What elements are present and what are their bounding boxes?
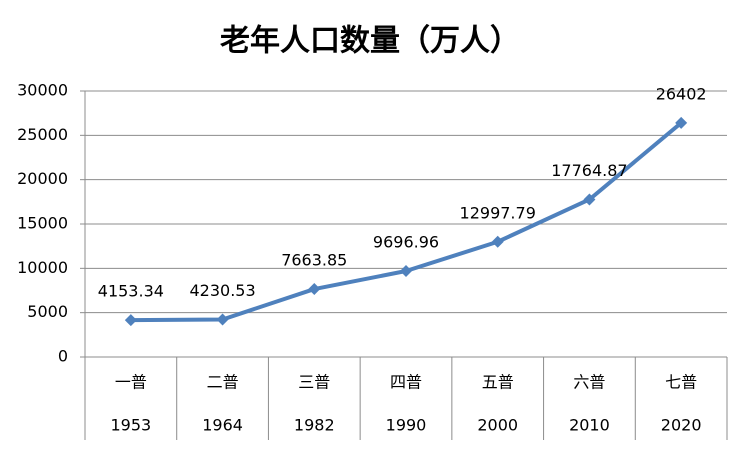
data-point bbox=[675, 116, 688, 129]
y-tick-label: 5000 bbox=[27, 302, 68, 321]
x-tick-label: 七普 bbox=[665, 373, 697, 392]
data-label: 4153.34 bbox=[98, 282, 164, 301]
y-tick-label: 20000 bbox=[17, 169, 68, 188]
x-tick-sublabel: 1953 bbox=[110, 416, 151, 435]
x-tick-sublabel: 1990 bbox=[386, 416, 427, 435]
data-label: 4230.53 bbox=[189, 281, 255, 300]
data-label: 17764.87 bbox=[551, 161, 627, 180]
x-tick-label: 一普 bbox=[115, 373, 147, 392]
data-label: 26402 bbox=[656, 84, 707, 103]
y-tick-label: 25000 bbox=[17, 125, 68, 144]
data-point bbox=[491, 235, 504, 248]
y-tick-label: 10000 bbox=[17, 258, 68, 277]
data-point bbox=[216, 313, 229, 326]
x-tick-label: 四普 bbox=[390, 373, 422, 392]
x-tick-sublabel: 2000 bbox=[477, 416, 518, 435]
data-label: 9696.96 bbox=[373, 233, 439, 252]
x-tick-label: 五普 bbox=[482, 373, 514, 392]
x-tick-label: 六普 bbox=[573, 373, 605, 392]
x-tick-sublabel: 1982 bbox=[294, 416, 335, 435]
data-point bbox=[583, 193, 596, 206]
x-tick-label: 三普 bbox=[298, 373, 330, 392]
data-point bbox=[400, 265, 412, 278]
x-tick-label: 二普 bbox=[207, 373, 239, 392]
data-point bbox=[308, 283, 321, 296]
x-tick-sublabel: 2020 bbox=[661, 416, 702, 435]
y-tick-label: 30000 bbox=[17, 81, 68, 100]
x-tick-sublabel: 2010 bbox=[569, 416, 610, 435]
data-label: 12997.79 bbox=[460, 203, 536, 222]
y-tick-label: 0 bbox=[58, 347, 68, 366]
chart-title: 老年人口数量（万人） bbox=[220, 24, 520, 59]
data-point bbox=[124, 314, 137, 327]
x-tick-sublabel: 1964 bbox=[202, 416, 243, 435]
data-label: 7663.85 bbox=[281, 251, 347, 270]
y-tick-label: 15000 bbox=[17, 214, 68, 233]
